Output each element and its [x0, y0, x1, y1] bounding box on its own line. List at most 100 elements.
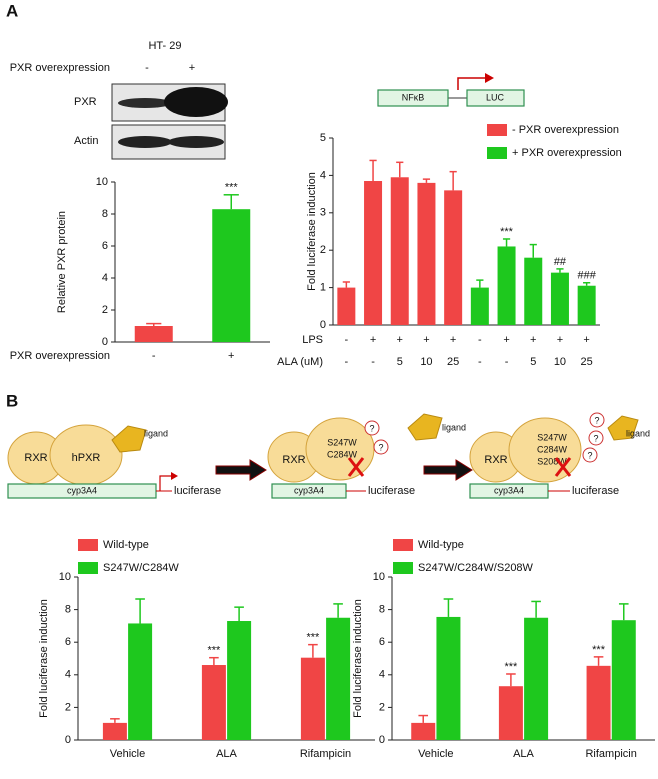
legend-label: Wild-type	[418, 539, 464, 551]
pxr-label: S247W	[327, 437, 357, 447]
pxr-label: C284W	[327, 449, 358, 459]
legend-label: - PXR overexpression	[512, 124, 619, 136]
legend-label: S247W/C284W	[103, 562, 179, 574]
condition-value: 5	[397, 356, 403, 368]
ligand-shape	[407, 413, 443, 441]
condition-label: LPS	[302, 334, 323, 346]
ligand-label: ligand	[144, 428, 168, 438]
bar	[586, 665, 611, 740]
ligand-label: ligand	[442, 422, 466, 432]
reporter-box	[466, 89, 525, 107]
question-circle	[373, 439, 389, 455]
bar	[212, 209, 251, 342]
y-tick-label: 0	[320, 319, 326, 331]
bar	[134, 326, 173, 342]
promoter-label: cyp3A4	[494, 485, 524, 495]
y-axis-label: Fold luciferase induction	[38, 599, 50, 718]
pxr-label: hPXR	[72, 452, 101, 464]
ligand-shape	[607, 415, 639, 441]
x-tick-label: Vehicle	[110, 748, 145, 760]
promoter-label: NFκB	[402, 92, 425, 102]
bar	[227, 621, 252, 740]
y-axis-label: Fold luciferase induction	[306, 172, 318, 291]
bar	[444, 190, 463, 325]
condition-value: +	[450, 334, 456, 346]
condition-value: -	[505, 356, 509, 368]
legend-label: Wild-type	[103, 539, 149, 551]
blot-band	[164, 87, 228, 117]
significance-label: ##	[554, 256, 567, 268]
bar	[611, 620, 636, 740]
bar	[497, 246, 516, 325]
blot-band	[118, 98, 172, 108]
y-tick-label: 6	[379, 636, 385, 648]
blot-condition: PXR overexpression	[10, 62, 110, 74]
promoter-label: cyp3A4	[294, 485, 324, 495]
condition-value: +	[397, 334, 403, 346]
y-tick-label: 4	[102, 272, 108, 284]
y-tick-label: 4	[320, 169, 326, 181]
x-axis-label: PXR overexpression	[10, 350, 110, 362]
bar	[411, 722, 436, 740]
pxr-label: S208W	[537, 456, 567, 466]
condition-value: 5	[530, 356, 536, 368]
bar	[470, 287, 489, 325]
condition-value: +	[583, 334, 589, 346]
legend-swatch	[78, 562, 98, 574]
block-mark	[554, 457, 572, 477]
reporter-label: luciferase	[368, 485, 415, 497]
x-tick-label: ALA	[216, 748, 237, 760]
significance-label: ###	[577, 270, 596, 282]
condition-value: -	[345, 356, 349, 368]
blot-band	[118, 136, 172, 148]
question-circle	[582, 447, 598, 463]
y-tick-label: 10	[59, 571, 71, 583]
y-tick-label: 2	[320, 244, 326, 256]
y-tick-label: 10	[373, 571, 385, 583]
cell-line: HT- 29	[148, 40, 181, 52]
x-tick-label: Vehicle	[418, 748, 453, 760]
bar	[102, 722, 127, 740]
y-tick-label: 5	[320, 132, 326, 144]
y-tick-label: 8	[379, 604, 385, 616]
y-tick-label: 8	[102, 208, 108, 220]
significance-label: ***	[207, 645, 221, 657]
y-axis-label: Relative PXR protein	[56, 211, 68, 313]
reporter-label: luciferase	[572, 485, 619, 497]
condition-value: +	[557, 334, 563, 346]
rxr-label: RXR	[24, 452, 47, 464]
tss-arrow	[457, 77, 486, 90]
significance-label: ***	[504, 661, 518, 673]
panel-label: A	[6, 1, 18, 20]
bar	[436, 616, 461, 740]
condition-value: -	[478, 334, 482, 346]
significance-label: ***	[225, 182, 239, 194]
lane-label: +	[189, 62, 195, 74]
condition-value: -	[478, 356, 482, 368]
lane-label: -	[145, 62, 149, 74]
bar	[550, 272, 569, 325]
legend-swatch	[393, 539, 413, 551]
bar	[326, 617, 351, 740]
condition-label: ALA (uM)	[277, 356, 323, 368]
significance-label: ***	[592, 644, 606, 656]
y-tick-label: 0	[102, 336, 108, 348]
condition-value: 25	[447, 356, 459, 368]
ligand-shape	[111, 425, 147, 453]
protein-label: Actin	[74, 135, 98, 147]
bar	[390, 177, 409, 325]
reporter-label: LUC	[486, 92, 505, 102]
y-tick-label: 4	[65, 669, 71, 681]
y-tick-label: 6	[65, 636, 71, 648]
step-arrow	[215, 459, 267, 481]
question-mark: ?	[378, 442, 383, 452]
y-tick-label: 4	[379, 669, 385, 681]
condition-value: +	[423, 334, 429, 346]
question-circle	[588, 430, 604, 446]
y-tick-label: 3	[320, 207, 326, 219]
significance-label: ***	[500, 226, 514, 238]
y-tick-label: 0	[65, 734, 71, 746]
legend-label: S247W/C284W/S208W	[418, 562, 534, 574]
question-mark: ?	[594, 415, 599, 425]
